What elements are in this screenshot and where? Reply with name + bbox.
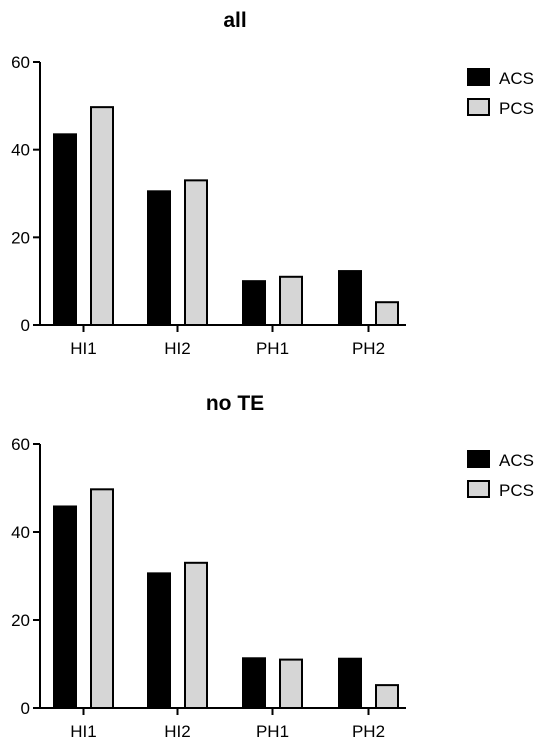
y-tick-label: 60 bbox=[11, 53, 30, 72]
chart-panel-2: no TE 0 20 40 60 HI1 HI2 PH1 PH2 ACS PCS bbox=[11, 392, 534, 741]
y-tick-label: 60 bbox=[11, 435, 30, 454]
bar-acs-hi2 bbox=[147, 190, 171, 326]
chart-title: all bbox=[223, 9, 246, 32]
bar-pcs-ph2 bbox=[375, 684, 399, 709]
legend-label-acs: ACS bbox=[499, 69, 534, 88]
bar-pcs-hi2 bbox=[184, 561, 208, 709]
bar-pcs-ph1 bbox=[279, 658, 303, 709]
legend-label-pcs: PCS bbox=[499, 99, 534, 118]
bar-acs-hi1 bbox=[53, 133, 77, 326]
bar-acs-hi1 bbox=[53, 505, 77, 710]
x-tick-label: PH2 bbox=[352, 339, 385, 358]
legend-swatch-pcs bbox=[467, 98, 490, 116]
bar-pcs-ph1 bbox=[279, 275, 303, 326]
x-tick-label: HI2 bbox=[164, 722, 190, 741]
bar-pcs-hi1 bbox=[90, 488, 114, 709]
chart-title: no TE bbox=[206, 392, 264, 415]
bar-pcs-hi1 bbox=[90, 106, 114, 326]
y-tick-label: 20 bbox=[11, 228, 30, 247]
legend-swatch-acs bbox=[467, 68, 490, 86]
bar-acs-ph1 bbox=[242, 657, 266, 710]
legend-swatch-pcs bbox=[467, 480, 490, 498]
y-tick-label: 40 bbox=[11, 141, 30, 160]
x-tick-label: PH1 bbox=[256, 722, 289, 741]
y-tick-label: 40 bbox=[11, 523, 30, 542]
bar-acs-ph1 bbox=[242, 280, 266, 326]
y-tick-label: 20 bbox=[11, 611, 30, 630]
chart-panel-1: all 0 20 40 60 HI1 HI2 PH1 PH2 ACS PCS bbox=[11, 9, 534, 358]
x-tick-label: HI1 bbox=[70, 339, 96, 358]
y-tick-label: 0 bbox=[21, 699, 30, 718]
legend-swatch-acs bbox=[467, 450, 490, 468]
x-tick-label: PH2 bbox=[352, 722, 385, 741]
bar-acs-ph2 bbox=[338, 270, 362, 326]
legend-label-acs: ACS bbox=[499, 451, 534, 470]
bar-pcs-ph2 bbox=[375, 301, 399, 326]
bar-acs-hi2 bbox=[147, 572, 171, 709]
bar-pcs-hi2 bbox=[184, 179, 208, 326]
x-tick-label: HI1 bbox=[70, 722, 96, 741]
bar-acs-ph2 bbox=[338, 657, 362, 709]
x-tick-label: HI2 bbox=[164, 339, 190, 358]
y-tick-label: 0 bbox=[21, 316, 30, 335]
x-tick-label: PH1 bbox=[256, 339, 289, 358]
legend-label-pcs: PCS bbox=[499, 481, 534, 500]
